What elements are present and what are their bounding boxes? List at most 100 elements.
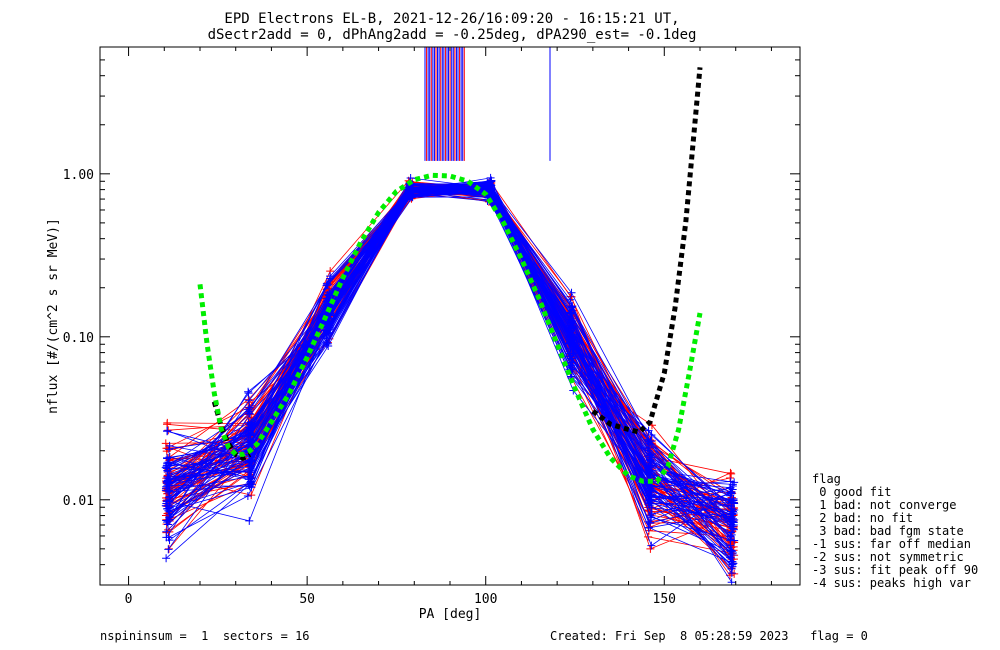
blue-marker-69-5: [566, 330, 575, 339]
blue-marker-61-5: [569, 341, 578, 350]
blue-marker-58-2: [324, 342, 333, 351]
blue-marker-66-7: [727, 569, 736, 578]
black-fit-right: [591, 67, 703, 435]
legend-item-6: -3 sus: fit peak off 90: [812, 563, 978, 577]
blue-marker-69-3: [407, 183, 416, 192]
blue-marker-65-7: [726, 484, 735, 493]
legend-title: flag: [812, 472, 841, 486]
blue-marker-69-4: [483, 179, 492, 188]
y-tick-label-2: 1.00: [63, 168, 94, 183]
x-tick-label-3: 150: [653, 592, 676, 607]
blue-profile-66: [166, 182, 733, 574]
blue-marker-30-6: [646, 511, 655, 520]
legend-item-1: 1 bad: not converge: [812, 498, 957, 512]
red-marker-52-7: [726, 473, 735, 482]
blue-marker-67-6: [645, 463, 654, 472]
blue-marker-52-1: [245, 516, 254, 525]
blue-marker-59-6: [644, 426, 653, 435]
blue-marker-42-6: [647, 541, 656, 550]
blue-marker-68-7: [728, 510, 737, 519]
blue-marker-14-4: [486, 173, 495, 182]
red-marker-41-0: [163, 418, 172, 427]
blue-profile-68: [168, 190, 733, 515]
blue-marker-55-1: [245, 403, 254, 412]
blue-profile-64: [167, 181, 732, 559]
blue-marker-62-6: [647, 491, 656, 500]
legend-item-0: 0 good fit: [812, 485, 891, 499]
blue-marker-58-7: [727, 549, 736, 558]
blue-profile-52: [169, 196, 733, 529]
legend-item-7: -4 sus: peaks high var: [812, 576, 971, 590]
blue-profile-34: [165, 192, 732, 536]
blue-marker-64-5: [566, 349, 575, 358]
blue-marker-67-0: [165, 470, 174, 479]
blue-marker-63-1: [245, 472, 254, 481]
blue-marker-33-6: [647, 430, 656, 439]
blue-marker-63-6: [646, 456, 655, 465]
blue-profile-65: [169, 188, 731, 513]
legend-item-5: -2 sus: not symmetric: [812, 550, 964, 564]
blue-marker-31-0: [163, 518, 172, 527]
blue-marker-43-2: [322, 279, 331, 288]
blue-marker-25-1: [245, 396, 254, 405]
blue-marker-53-1: [247, 437, 256, 446]
blue-marker-16-7: [729, 559, 738, 568]
blue-marker-54-0: [163, 426, 172, 435]
blue-marker-69-0: [162, 462, 171, 471]
blue-marker-65-6: [644, 497, 653, 506]
axes: 0 50 100 150 0.01 0.10 1.00: [63, 46, 800, 607]
blue-marker-69-6: [648, 450, 657, 459]
blue-profile-58: [167, 188, 732, 554]
blue-marker-69-7: [729, 525, 738, 534]
blue-profile-61: [169, 191, 733, 566]
chart-subtitle: dSectr2add = 0, dPhAng2add = -0.25deg, d…: [208, 27, 697, 43]
blue-marker-68-6: [643, 436, 652, 445]
x-axis-label: PA [deg]: [419, 607, 482, 622]
blue-profile-60: [166, 187, 734, 505]
blue-marker-68-5: [566, 309, 575, 318]
blue-marker-44-7: [727, 489, 736, 498]
blue-marker-53-6: [644, 517, 653, 526]
blue-marker-51-6: [646, 519, 655, 528]
x-tick-label-1: 50: [299, 592, 315, 607]
blue-marker-57-0: [162, 554, 171, 563]
blue-marker-49-0: [162, 516, 171, 525]
chart-title: EPD Electrons EL-B, 2021-12-26/16:09:20 …: [224, 11, 679, 27]
blue-marker-61-7: [727, 560, 736, 569]
blue-marker-65-0: [165, 507, 174, 516]
plot-area: [161, 47, 739, 585]
blue-marker-66-5: [568, 364, 577, 373]
blue-marker-64-4: [486, 177, 495, 186]
footer-left: nspininsum = 1 sectors = 16: [100, 629, 310, 643]
blue-marker-11-1: [244, 387, 253, 396]
blue-marker-9-1: [243, 491, 252, 500]
blue-marker-41-2: [322, 338, 331, 347]
blue-marker-63-2: [326, 321, 335, 330]
blue-marker-1-5: [567, 288, 576, 297]
legend-item-4: -1 sus: far off median: [812, 537, 971, 551]
legend: flag 0 good fit 1 bad: not converge 2 ba…: [812, 472, 978, 590]
blue-marker-65-5: [568, 340, 577, 349]
legend-item-3: 3 bad: bad fgm state: [812, 524, 964, 538]
blue-marker-47-0: [162, 527, 171, 536]
blue-profile-67: [169, 192, 735, 541]
blue-marker-51-0: [165, 488, 174, 497]
blue-marker-18-0: [164, 545, 173, 554]
blue-marker-69-2: [325, 323, 334, 332]
blue-marker-57-6: [644, 523, 653, 532]
footer-right: Created: Fri Sep 8 05:28:59 2023 flag = …: [550, 629, 868, 643]
blue-marker-62-1: [244, 423, 253, 432]
blue-marker-67-7: [730, 536, 739, 545]
blue-marker-61-0: [165, 479, 174, 488]
y-tick-label-1: 0.10: [63, 331, 94, 346]
blue-marker-40-0: [164, 445, 173, 454]
blue-marker-49-5: [566, 295, 575, 304]
legend-item-2: 2 bad: no fit: [812, 511, 913, 525]
green-fit: [197, 172, 703, 484]
blue-marker-63-7: [730, 499, 739, 508]
blue-marker-65-1: [247, 462, 256, 471]
blue-marker-64-6: [645, 501, 654, 510]
blue-marker-64-0: [163, 476, 172, 485]
